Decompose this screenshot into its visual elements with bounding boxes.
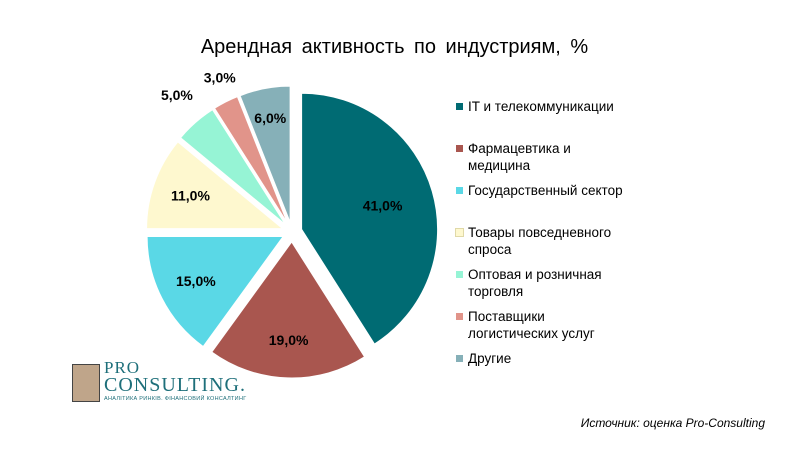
- pie-slice-retail: [179, 108, 286, 225]
- logo-emblem-icon: [72, 364, 100, 402]
- logo-tagline: АНАЛІТИКА РИНКІВ. ФІНАНСОВИЙ КОНСАЛТИНГ: [104, 396, 247, 402]
- pie-slice-fmcg: [146, 141, 284, 230]
- legend-item-gov: Государственный сектор: [456, 182, 656, 199]
- legend-swatch-other: [456, 355, 463, 362]
- legend-swatch-gov: [456, 187, 463, 194]
- pro-consulting-logo: PRO CONSULTING. АНАЛІТИКА РИНКІВ. ФІНАНС…: [72, 358, 246, 406]
- chart-title: Арендная активность по индустриям, %: [200, 36, 589, 58]
- legend-item-it: IT и телекоммуникации: [456, 98, 656, 115]
- data-label-gov: 15,0%: [176, 273, 216, 289]
- legend-swatch-logistics: [456, 313, 463, 320]
- data-label-fmcg: 11,0%: [171, 187, 210, 203]
- legend-label-logistics: Поставщики логистических услуг: [468, 309, 595, 341]
- legend-label-it: IT и телекоммуникации: [468, 99, 614, 114]
- pie-slice-logistics: [213, 95, 288, 224]
- data-label-logistics: 3,0%: [204, 69, 236, 85]
- pie-slice-other: [239, 85, 291, 223]
- legend-label-other: Другие: [468, 351, 512, 366]
- legend-swatch-pharma: [456, 145, 463, 152]
- data-label-other: 6,0%: [254, 110, 286, 126]
- legend-label-pharma: Фармацевтика и медицина: [468, 141, 571, 173]
- legend-item-pharma: Фармацевтика и медицина: [456, 140, 656, 174]
- legend-item-fmcg: Товары повседневного спроса: [455, 224, 656, 258]
- logo-pro-text: PRO: [104, 358, 141, 377]
- pie-slice-pharma: [211, 241, 366, 379]
- legend-item-retail: Оптовая и розничная торговля: [456, 266, 656, 300]
- legend-swatch-it: [456, 103, 463, 110]
- data-label-it: 41,0%: [363, 198, 403, 214]
- source-note: Источник: оценка Pro-Consulting: [580, 416, 765, 430]
- pie-slice-gov: [146, 236, 285, 348]
- legend-label-retail: Оптовая и розничная торговля: [468, 267, 602, 299]
- data-label-pharma: 19,0%: [269, 332, 309, 348]
- logo-consulting-text: CONSULTING.: [104, 374, 246, 396]
- legend-item-other: Другие: [456, 350, 656, 367]
- legend-swatch-retail: [456, 271, 463, 278]
- legend-swatch-fmcg: [455, 228, 464, 237]
- legend-item-logistics: Поставщики логистических услуг: [456, 308, 656, 342]
- legend-label-gov: Государственный сектор: [468, 183, 623, 198]
- legend-label-fmcg: Товары повседневного спроса: [468, 225, 612, 257]
- data-label-retail: 5,0%: [161, 87, 193, 103]
- pie-slice-it: [301, 92, 439, 345]
